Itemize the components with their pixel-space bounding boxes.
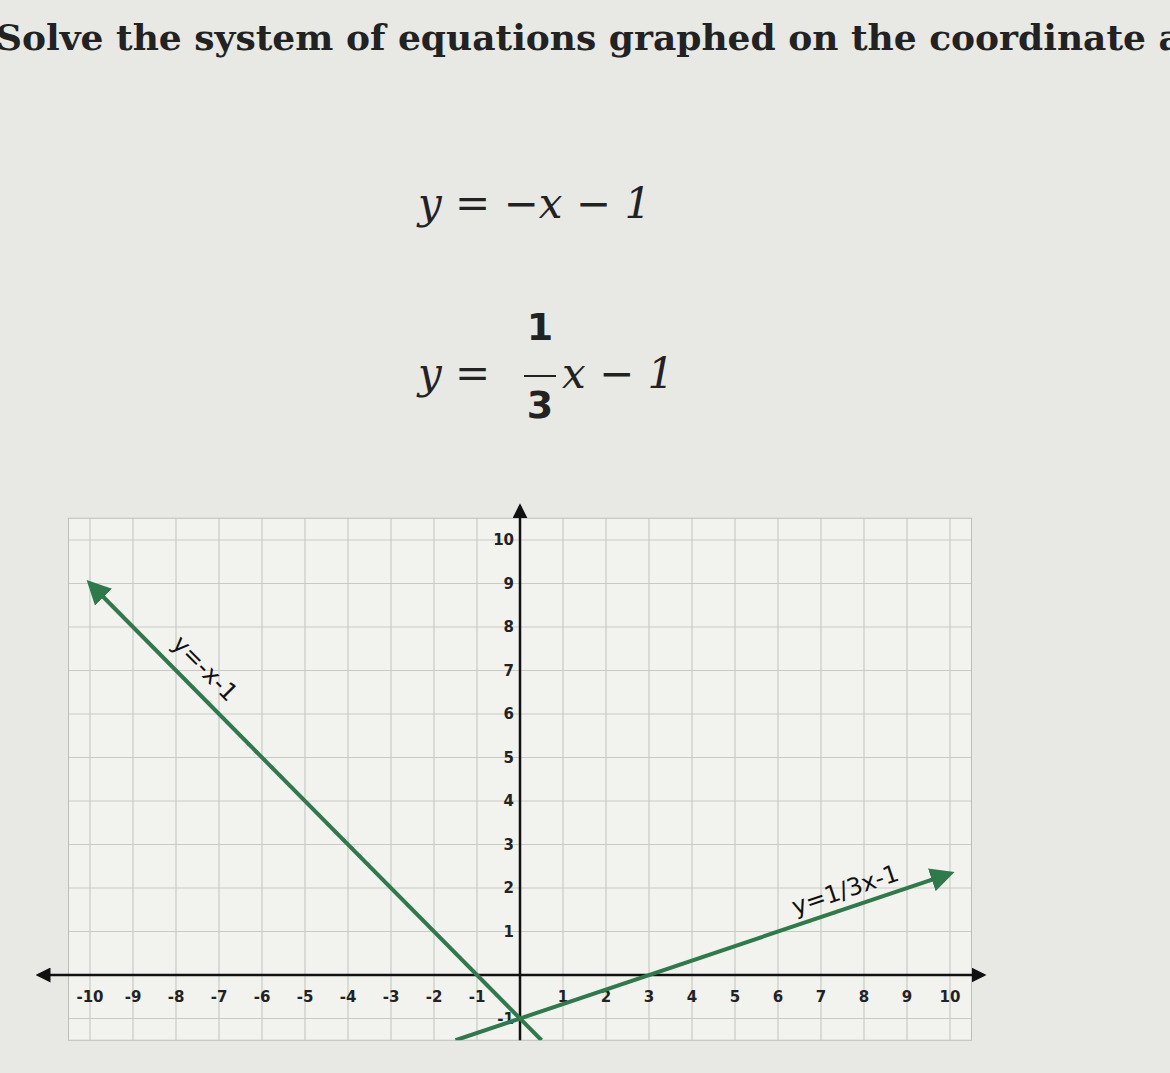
series-label: y=1/3x-1 (788, 859, 902, 921)
x-tick-label: 9 (902, 988, 912, 1006)
series-group (90, 584, 950, 1041)
grid-line-x (906, 518, 907, 1040)
equation-left: y = (416, 349, 490, 398)
x-tick-label: -4 (340, 988, 357, 1006)
grid-line-x (949, 518, 950, 1040)
fraction-bar (524, 375, 556, 377)
y-tick-label: 7 (504, 662, 514, 680)
series-line (456, 874, 951, 1041)
x-tick-label: 5 (730, 988, 740, 1006)
grid-line-x (777, 518, 778, 1040)
y-tick-label: 10 (493, 531, 514, 549)
y-tick-label: 3 (504, 836, 514, 854)
x-tick-label: 8 (859, 988, 869, 1006)
y-tick-label: 8 (504, 618, 514, 636)
equation-right: x − 1 (562, 349, 674, 398)
x-tick-label: 7 (816, 988, 826, 1006)
y-axis (519, 506, 522, 1040)
grid-line-x (605, 518, 606, 1040)
x-tick-label: -8 (168, 988, 185, 1006)
grid-line-x (347, 518, 348, 1040)
grid-line-x (648, 518, 649, 1040)
x-tick-label: -2 (426, 988, 443, 1006)
grid-line-x (89, 518, 90, 1040)
grid-line-x (476, 518, 477, 1040)
grid-line-x (390, 518, 391, 1040)
x-tick-label: -6 (254, 988, 271, 1006)
x-tick-label: -1 (469, 988, 486, 1006)
equation-numerator: 1 (527, 305, 553, 349)
y-tick-label: 2 (504, 879, 514, 897)
x-tick-label: -5 (297, 988, 314, 1006)
x-tick-label: 6 (773, 988, 783, 1006)
grid-line-x (562, 518, 563, 1040)
title: Solve the system of equations graphed on… (0, 16, 1170, 58)
grid-line-x (175, 518, 176, 1040)
y-tick-label: 5 (504, 749, 514, 767)
equation-denominator: 3 (527, 383, 553, 427)
y-tick-label: 6 (504, 705, 514, 723)
grid-line-x (218, 518, 219, 1040)
y-tick-label: 9 (504, 575, 514, 593)
series-label: y=-x-1 (167, 630, 244, 707)
equation: y = −x − 1 (416, 179, 651, 228)
x-tick-label: -7 (211, 988, 228, 1006)
page: Solve the system of equations graphed on… (0, 0, 1170, 1073)
grid-line-x (433, 518, 434, 1040)
grid-line-x (261, 518, 262, 1040)
y-tick-label: 1 (504, 923, 514, 941)
series-line (90, 584, 542, 1041)
grid-line-x (820, 518, 821, 1040)
grid-line-x (734, 518, 735, 1040)
y-tick-label: 4 (504, 792, 514, 810)
x-tick-label: 4 (687, 988, 697, 1006)
grid-line-x (132, 518, 133, 1040)
x-tick-label: -9 (125, 988, 142, 1006)
x-tick-label: 10 (940, 988, 961, 1006)
grid-line-x (863, 518, 864, 1040)
x-axis (39, 974, 984, 977)
x-tick-label: -10 (76, 988, 103, 1006)
x-tick-label: -3 (383, 988, 400, 1006)
background (0, 0, 1170, 1073)
grid-line-x (304, 518, 305, 1040)
x-tick-label: 3 (644, 988, 654, 1006)
